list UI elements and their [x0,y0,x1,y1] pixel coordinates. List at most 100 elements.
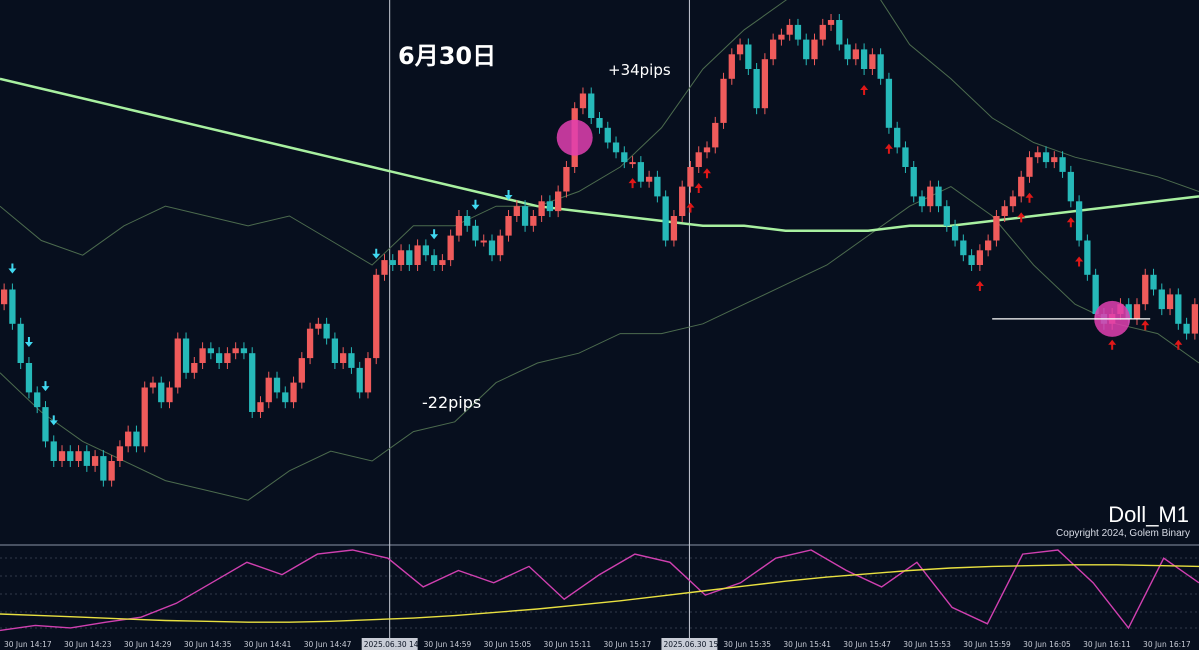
tick-highlight [361,638,418,650]
candle [149,382,157,388]
candle [1183,323,1190,334]
candle [1067,171,1074,202]
candle [1059,157,1066,172]
candle [1026,157,1033,177]
buy-arrow [702,168,711,179]
candle [844,44,851,60]
candle [1009,196,1017,207]
x-tick-label: 30 Jun 16:17 [1143,640,1191,649]
candle [670,216,678,241]
candle [761,59,769,109]
candle [918,196,926,207]
candle [736,44,744,55]
candle [42,407,49,442]
x-tick-label: 30 Jun 14:41 [244,640,292,649]
candle [174,338,181,388]
candle [811,39,818,60]
candle [555,191,562,212]
buy-arrow [1025,192,1034,203]
x-tick-label: 30 Jun 16:05 [1023,640,1071,649]
candle [232,348,239,354]
x-tick-label: 30 Jun 16:11 [1083,640,1131,649]
candle [1018,176,1025,197]
upper-band [0,0,1199,266]
candle [778,34,785,40]
x-tick-label: 30 Jun 15:59 [963,640,1011,649]
x-tick-label: 30 Jun 15:05 [484,640,532,649]
candle [249,353,256,412]
candle [1150,274,1157,290]
buy-arrow [1108,339,1117,350]
candle [563,167,570,192]
x-tick-label: 30 Jun 14:59 [424,640,472,649]
candle [976,250,984,265]
candle [298,358,305,383]
win-pips-label: +34pips [608,61,671,79]
candle [447,235,454,261]
candle [521,206,529,226]
candle [0,289,8,305]
candle [397,250,405,265]
candle [215,353,223,363]
candle [191,363,198,373]
candle [687,167,694,187]
sell-arrow [372,248,381,259]
candle [373,274,380,359]
candle [323,323,330,339]
candle [75,451,82,461]
buy-arrow [686,202,695,213]
x-tick-label: 30 Jun 15:41 [783,640,831,649]
candle [645,176,653,182]
entry-marker [556,119,593,156]
candle [1175,294,1182,324]
sell-arrow [504,190,513,200]
date-label: 6月30日 [398,42,497,70]
candle [182,338,190,373]
candle [1166,294,1174,310]
candle [306,328,314,359]
candle [588,93,595,118]
buy-arrow [884,143,893,154]
x-tick-label: 30 Jun 14:35 [184,640,232,649]
x-tick-label: 30 Jun 15:53 [903,640,951,649]
candle [836,20,843,45]
candle [695,152,702,167]
candle [83,451,90,466]
candle [1133,304,1141,319]
candle [414,245,421,265]
candle [968,255,975,265]
x-tick-label: 2025.06.30 15:31 [663,640,730,649]
candle [819,24,826,40]
candle [100,456,107,481]
candle [116,446,124,461]
candle [505,216,512,236]
tick-highlight [661,638,718,650]
candle [17,323,24,363]
candle [770,39,777,60]
x-tick-label: 30 Jun 15:35 [723,640,771,649]
buy-arrow [1066,217,1075,228]
candle [356,367,363,393]
candle [224,353,231,363]
indicator-name: Doll_M1 [1108,502,1189,527]
buy-arrow [1017,212,1026,223]
candle [786,24,793,35]
slow-line [0,564,1199,623]
candle [1191,304,1199,334]
buy-arrow [975,281,984,291]
candle [91,456,99,466]
candle [894,127,901,148]
sell-arrow [471,199,480,210]
x-tick-label: 30 Jun 14:47 [304,640,352,649]
candle [753,69,760,109]
candle [315,323,322,329]
candle [1001,206,1008,216]
sell-arrow [24,337,33,347]
candle [439,260,446,265]
candle [960,240,967,256]
buy-arrow [1075,256,1084,267]
candle [166,387,173,403]
buy-arrow [628,178,637,189]
x-tick-label: 30 Jun 15:11 [544,640,592,649]
